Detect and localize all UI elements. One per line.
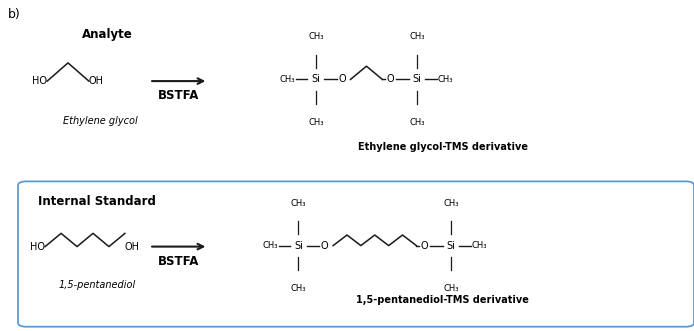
Text: BSTFA: BSTFA	[158, 89, 200, 103]
Text: Si: Si	[312, 74, 320, 84]
Text: Analyte: Analyte	[82, 28, 133, 41]
Text: 1,5-pentanediol: 1,5-pentanediol	[58, 280, 136, 290]
Text: CH₃: CH₃	[472, 241, 487, 250]
Text: CH₃: CH₃	[291, 284, 306, 293]
Text: CH₃: CH₃	[262, 241, 278, 250]
Text: O: O	[387, 74, 394, 84]
Text: OH: OH	[89, 76, 104, 86]
Text: 1,5-pentanediol-TMS derivative: 1,5-pentanediol-TMS derivative	[356, 295, 530, 305]
Text: CH₃: CH₃	[409, 118, 425, 126]
Text: Ethylene glycol: Ethylene glycol	[63, 116, 138, 126]
Text: CH₃: CH₃	[443, 284, 459, 293]
Text: CH₃: CH₃	[291, 199, 306, 208]
Text: O: O	[321, 241, 328, 251]
Text: CH₃: CH₃	[308, 118, 323, 126]
Text: Internal Standard: Internal Standard	[38, 195, 156, 209]
Text: Si: Si	[413, 74, 421, 84]
Text: O: O	[421, 241, 428, 251]
Text: CH₃: CH₃	[280, 75, 295, 84]
Text: CH₃: CH₃	[443, 199, 459, 208]
Text: Si: Si	[294, 241, 303, 251]
Text: HO: HO	[30, 242, 45, 252]
Text: O: O	[339, 74, 346, 84]
Text: BSTFA: BSTFA	[158, 255, 200, 268]
Text: CH₃: CH₃	[438, 75, 453, 84]
Text: CH₃: CH₃	[308, 32, 323, 41]
Text: b): b)	[8, 8, 21, 21]
Text: Si: Si	[447, 241, 455, 251]
Text: Ethylene glycol-TMS derivative: Ethylene glycol-TMS derivative	[358, 142, 527, 152]
Text: CH₃: CH₃	[409, 32, 425, 41]
Text: HO: HO	[32, 76, 47, 86]
Text: OH: OH	[125, 242, 140, 252]
